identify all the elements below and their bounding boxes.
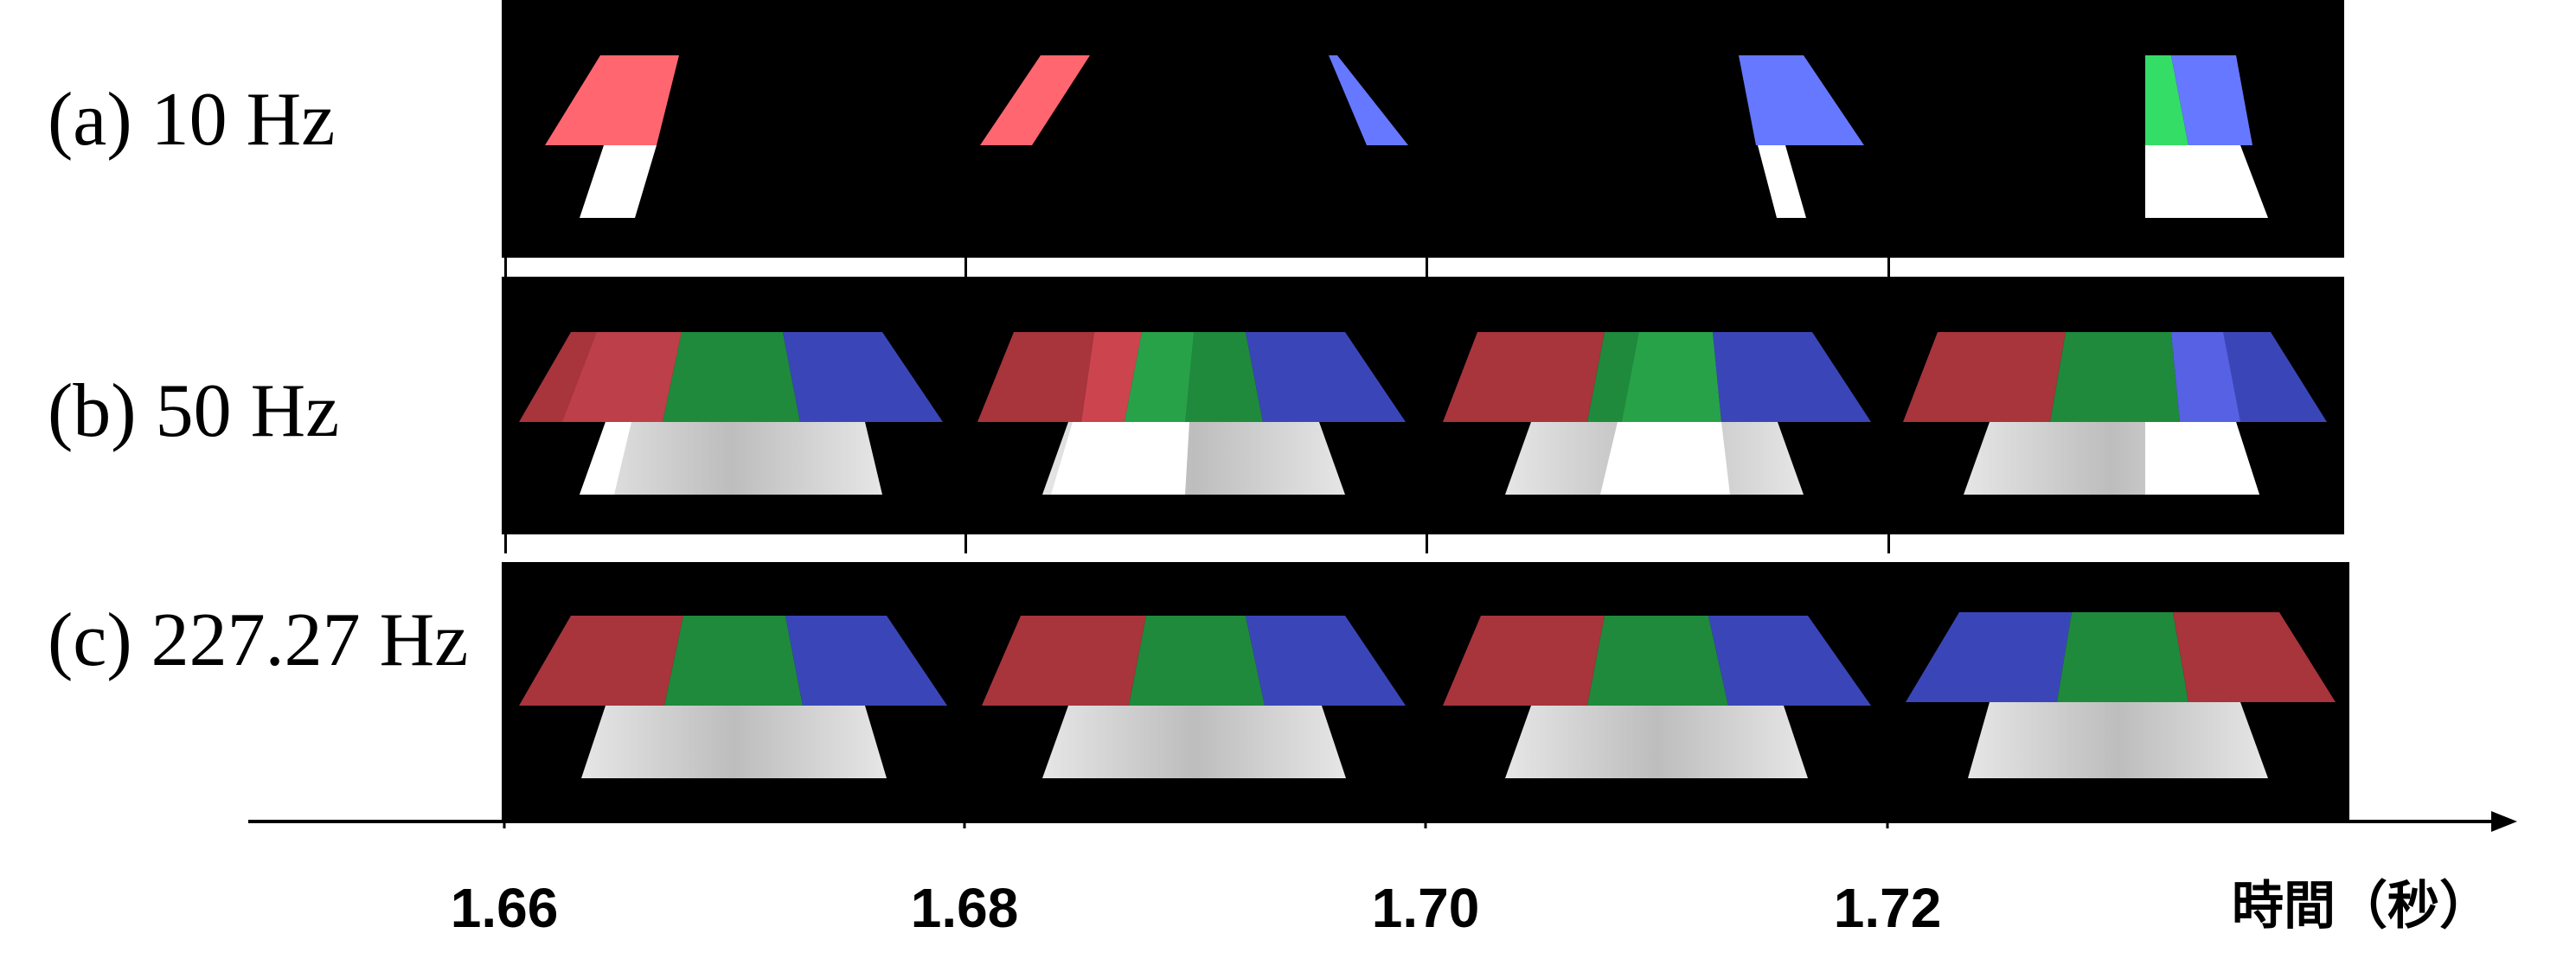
row-a-background — [502, 0, 2344, 258]
tick-label: 1.72 — [1833, 877, 1942, 939]
row-b-bottom-border — [502, 534, 2344, 541]
blue-trapezoid — [2171, 55, 2252, 145]
white-trapezoid — [2145, 145, 2268, 218]
blue-trapezoid — [1739, 55, 1864, 145]
axis-arrow-icon — [2491, 811, 2517, 832]
axis-title: 時間（秒） — [2232, 876, 2491, 936]
tick-label: 1.68 — [910, 877, 1019, 939]
tick-label: 1.70 — [1371, 877, 1480, 939]
red-trapezoid — [980, 55, 1090, 145]
row-a-bottom-border — [502, 258, 2344, 265]
red-trapezoid — [545, 55, 679, 145]
time-axis — [248, 811, 2517, 832]
white-trapezoid — [580, 145, 657, 218]
tick-label: 1.66 — [450, 877, 559, 939]
row-label-a: (a) 10 Hz — [48, 78, 336, 162]
row-b-strip — [502, 277, 2344, 553]
row-label-c: (c) 227.27 Hz — [48, 598, 469, 682]
blue-trapezoid — [1329, 55, 1408, 145]
row-label-b: (b) 50 Hz — [48, 369, 340, 453]
white-trapezoid — [1758, 145, 1806, 218]
green-trapezoid — [2145, 55, 2188, 145]
row-a-strip — [502, 0, 2344, 277]
row-c-strip — [502, 562, 2349, 821]
